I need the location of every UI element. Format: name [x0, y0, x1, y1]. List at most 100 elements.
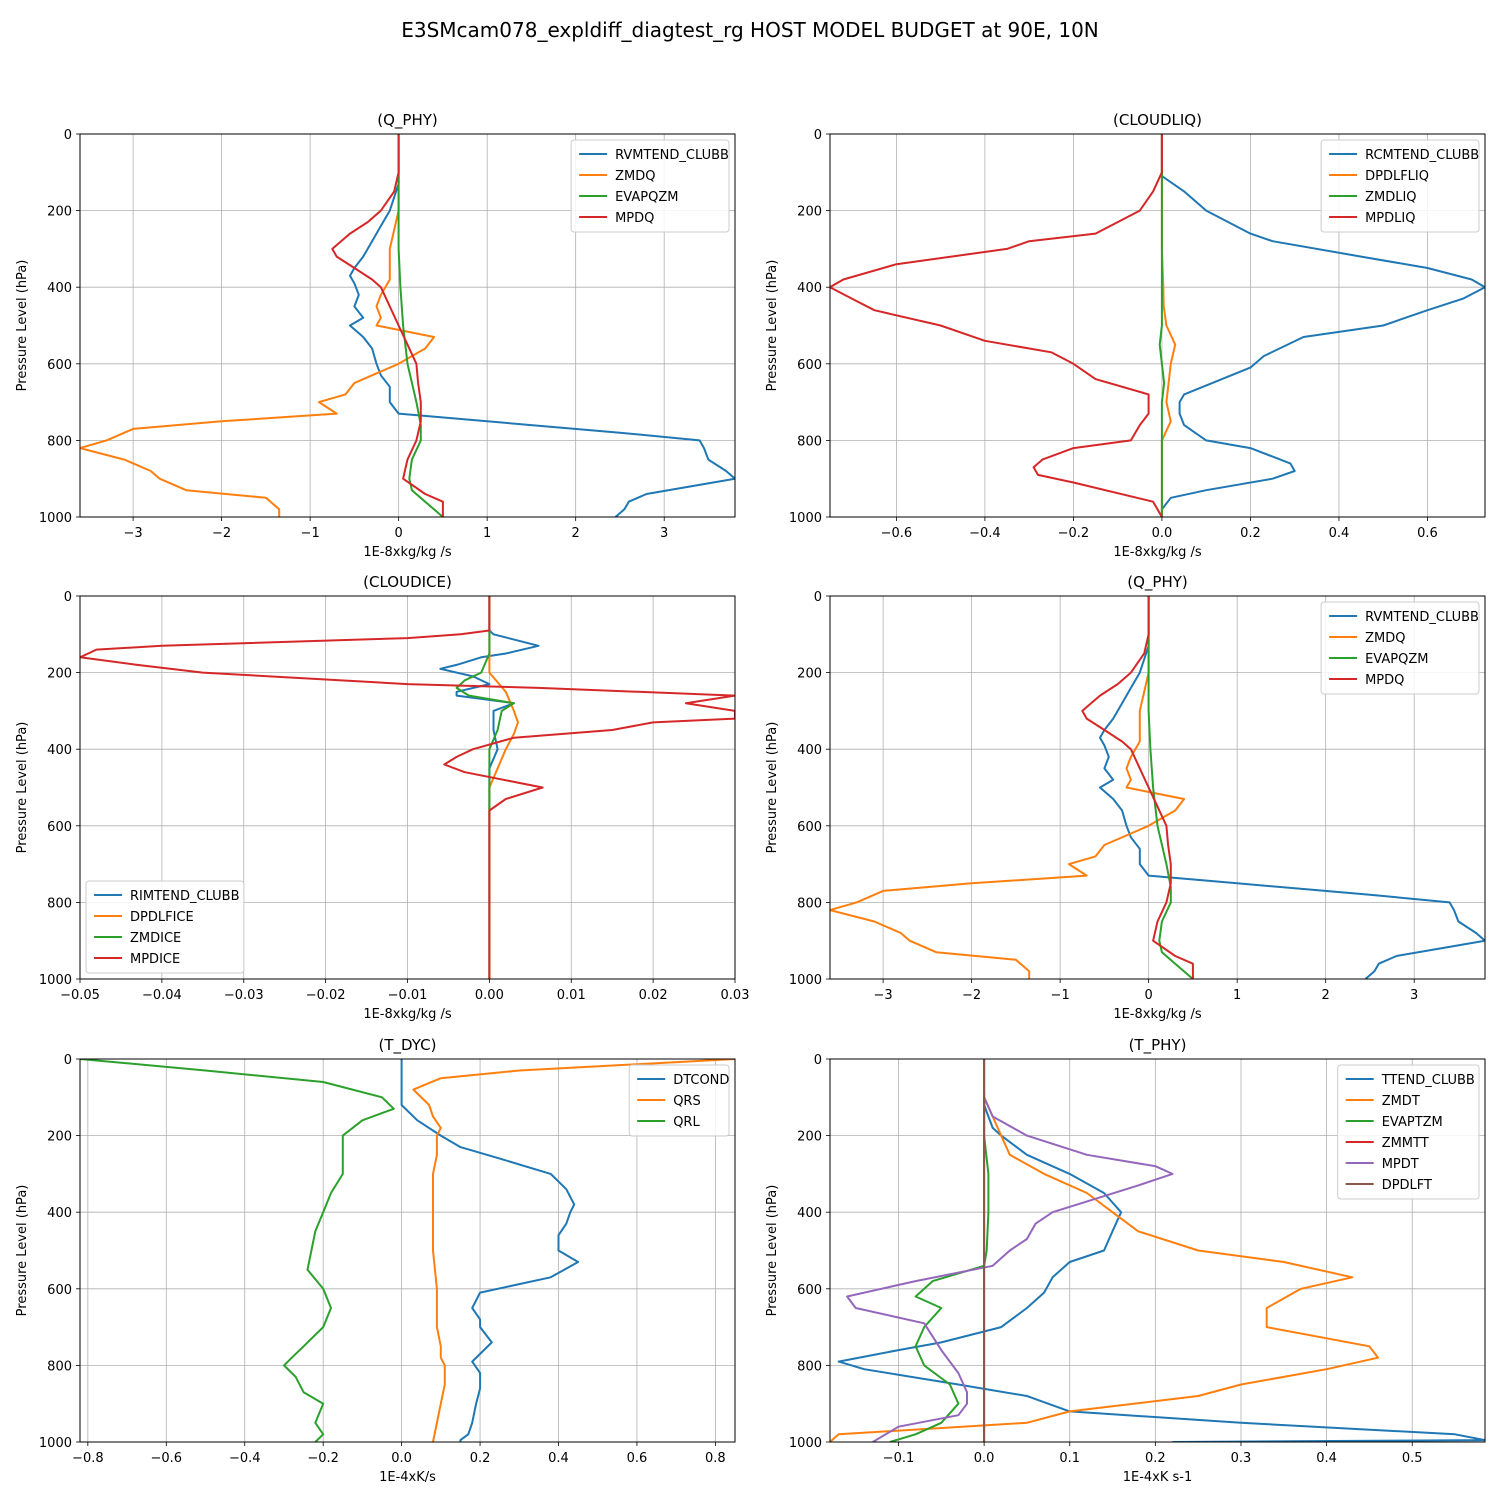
- legend-label: QRS: [673, 1094, 701, 1109]
- x-tick-label: −1: [1051, 988, 1070, 1003]
- series-line-mpdliq: [830, 134, 1163, 517]
- legend: RCMTEND_CLUBB DPDLFLIQ ZMDLIQ MPDLIQ: [1320, 139, 1480, 233]
- x-tick-label: 0.3: [1231, 1451, 1252, 1466]
- chart-title: (Q_PHY): [1127, 573, 1188, 592]
- legend-label: TTEND_CLUBB: [1381, 1073, 1475, 1088]
- legend: RVMTEND_CLUBB ZMDQ EVAPQZM MPDQ: [1320, 601, 1480, 695]
- series-line-mpdt: [846, 1096, 1174, 1442]
- y-tick-label: 600: [797, 820, 822, 835]
- y-tick-label: 600: [47, 820, 72, 835]
- y-tick-label: 200: [47, 1130, 72, 1145]
- x-tick-label: 0.2: [1240, 526, 1261, 541]
- x-tick-label: −0.04: [142, 988, 182, 1003]
- axes-frame: [79, 1058, 736, 1443]
- x-tick-label: −3: [874, 988, 893, 1003]
- legend-label: ZMDICE: [130, 931, 181, 946]
- x-tick-label: 0.6: [1417, 526, 1438, 541]
- x-tick-label: 1: [483, 526, 491, 541]
- x-axis-label: 1E-4xK/s: [379, 1470, 436, 1485]
- y-axis-label: Pressure Level (hPa): [15, 1185, 30, 1317]
- chart-panel-5: −0.8 −0.6 −0.4 −0.2 0.0 0.2 0.4 0.6 0.8 0 200 400 60…: [15, 1036, 736, 1485]
- x-tick-label: 1: [1233, 988, 1241, 1003]
- legend-label: EVAPTZM: [1382, 1115, 1443, 1130]
- x-tick-label: 0.0: [391, 1451, 412, 1466]
- y-tick-label: 400: [797, 743, 822, 758]
- x-tick-label: 0.02: [639, 988, 668, 1003]
- legend-box: [1320, 601, 1480, 695]
- x-tick-label: −2: [212, 526, 231, 541]
- x-axis-label: 1E-8xkg/kg /s: [363, 1007, 452, 1022]
- series-line-evapqzm: [397, 134, 444, 517]
- series-line-dpdlfliq: [1160, 134, 1177, 517]
- legend-label: DPDLFLIQ: [1365, 169, 1429, 184]
- x-tick-label: −0.8: [72, 1451, 104, 1466]
- y-tick-label: 400: [47, 281, 72, 296]
- legend-label: ZMDLIQ: [1365, 190, 1416, 205]
- y-tick-label: 1000: [789, 1436, 822, 1451]
- x-tick-label: 0.4: [1329, 526, 1350, 541]
- legend: TTEND_CLUBB ZMDT EVAPTZM ZMMTT MPDT DPDLFT: [1337, 1064, 1480, 1200]
- legend-label: RVMTEND_CLUBB: [1365, 610, 1479, 625]
- x-tick-label: −0.05: [60, 988, 100, 1003]
- x-axis-label: 1E-4xK s-1: [1123, 1470, 1193, 1485]
- y-tick-label: 800: [47, 434, 72, 449]
- series-line-evapqzm: [1147, 596, 1194, 979]
- x-tick-label: 0.03: [721, 988, 750, 1003]
- legend-label: QRL: [673, 1115, 700, 1130]
- y-tick-label: 0: [64, 590, 72, 605]
- y-tick-label: 400: [797, 281, 822, 296]
- y-tick-label: 0: [64, 128, 72, 143]
- series-line-zmdliq: [1158, 134, 1166, 517]
- x-tick-label: 2: [1322, 988, 1330, 1003]
- series-group: [830, 1059, 1485, 1442]
- legend-label: MPDLIQ: [1365, 211, 1415, 226]
- legend-label: MPDQ: [615, 211, 654, 226]
- legend-label: ZMDQ: [1365, 631, 1405, 646]
- x-axis-label: 1E-8xkg/kg /s: [363, 545, 452, 560]
- series-line-mpdq: [331, 134, 444, 517]
- y-tick-label: 0: [814, 128, 822, 143]
- series-line-rcmtend-clubb: [1160, 134, 1485, 517]
- legend-label: DPDLFT: [1382, 1178, 1432, 1193]
- y-tick-label: 600: [797, 358, 822, 373]
- legend-label: ZMMTT: [1382, 1136, 1429, 1151]
- x-tick-label: 0.5: [1402, 1451, 1423, 1466]
- series-line-rvmtend-clubb: [349, 134, 735, 517]
- y-axis-label: Pressure Level (hPa): [15, 722, 30, 854]
- y-tick-label: 200: [797, 1130, 822, 1145]
- legend-label: EVAPQZM: [615, 190, 678, 205]
- series-line-zmdq: [830, 596, 1186, 979]
- chart-panel-4: −3 −2 −1 0 1 2 3 0 200 400 600 800 1000 (Q_PHY) 1E-8xk…: [765, 573, 1486, 1022]
- axes-frame: [829, 1058, 1486, 1443]
- y-tick-label: 800: [47, 1359, 72, 1374]
- x-axis-label: 1E-8xkg/kg /s: [1113, 1007, 1202, 1022]
- x-tick-label: 0: [395, 526, 403, 541]
- legend-label: DTCOND: [673, 1073, 729, 1088]
- x-tick-label: −0.6: [881, 526, 913, 541]
- x-tick-label: −1: [301, 526, 320, 541]
- chart-panel-1: −3 −2 −1 0 1 2 3 0 200 400 600 800 1000 (Q_PHY) 1E-8xk…: [15, 111, 736, 560]
- legend-label: EVAPQZM: [1365, 652, 1428, 667]
- x-tick-label: −0.01: [388, 988, 428, 1003]
- x-tick-label: 0.4: [1316, 1451, 1337, 1466]
- y-tick-label: 0: [64, 1053, 72, 1068]
- chart-title: (CLOUDLIQ): [1113, 111, 1202, 129]
- x-tick-label: −2: [962, 988, 981, 1003]
- axes-frame: [829, 595, 1486, 980]
- x-tick-label: −0.2: [1058, 526, 1090, 541]
- x-axis-label: 1E-8xkg/kg /s: [1113, 545, 1202, 560]
- y-axis-label: Pressure Level (hPa): [15, 260, 30, 392]
- legend-label: MPDICE: [130, 952, 180, 967]
- y-tick-label: 400: [47, 743, 72, 758]
- x-tick-label: −0.03: [224, 988, 264, 1003]
- y-tick-label: 0: [814, 1053, 822, 1068]
- y-tick-label: 200: [797, 667, 822, 682]
- series-line-rvmtend-clubb: [1099, 596, 1485, 979]
- y-tick-label: 200: [47, 205, 72, 220]
- legend-label: MPDQ: [1365, 673, 1404, 688]
- x-tick-label: 0.4: [548, 1451, 569, 1466]
- chart-panel-2: −0.6 −0.4 −0.2 0.0 0.2 0.4 0.6 0 200 400 600 800 100…: [765, 111, 1486, 560]
- legend-box: [85, 880, 245, 974]
- legend: RIMTEND_CLUBB DPDLFICE ZMDICE MPDICE: [85, 880, 245, 974]
- legend-label: ZMDQ: [615, 169, 655, 184]
